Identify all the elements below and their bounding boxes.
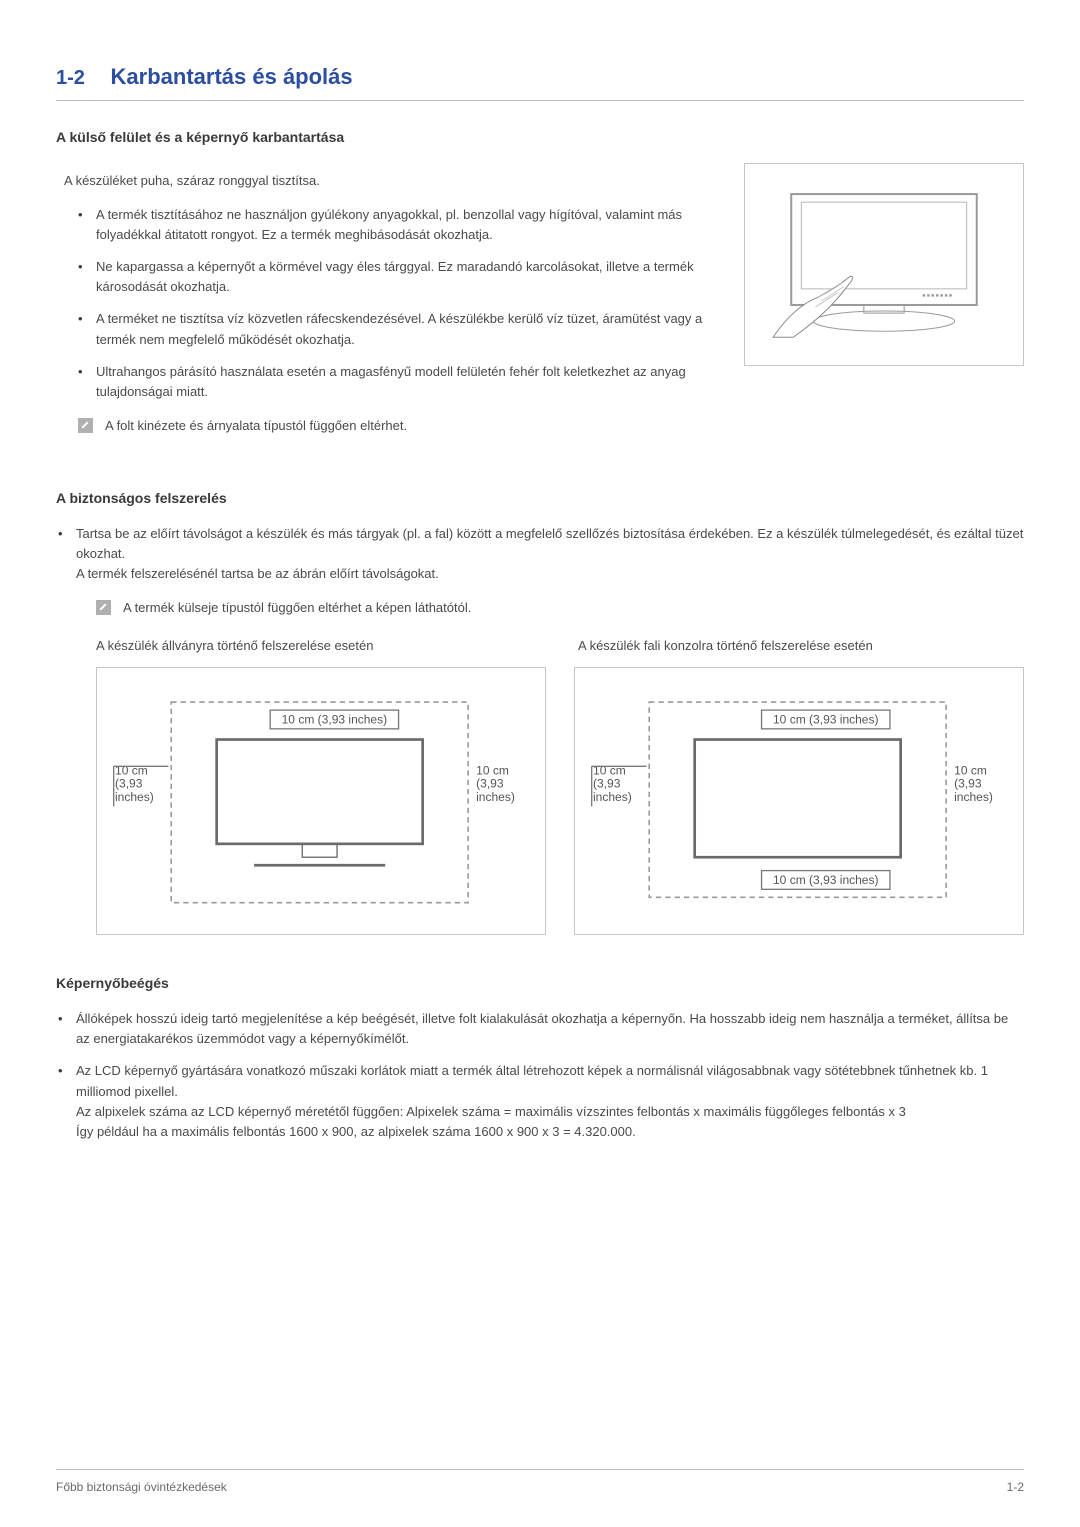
subheading: A biztonságos felszerelés [56,488,1024,510]
list-item: A termék tisztításához ne használjon gyú… [78,205,714,245]
svg-text:(3,93: (3,93 [954,776,982,790]
svg-text:(3,93: (3,93 [115,776,143,790]
caption-stand: A készülék állványra történő felszerelés… [96,636,542,656]
footer-right: 1-2 [1007,1478,1024,1497]
section-number: 1-2 [56,67,85,89]
maintenance-text-column: A készüléket puha, száraz ronggyal tiszt… [56,163,714,450]
svg-text:inches): inches) [476,790,515,804]
note-text: A termék külseje típustól függően eltérh… [123,598,471,618]
svg-text:inches): inches) [954,790,993,804]
burnin-section: Képernyőbeégés Állóképek hosszú ideig ta… [56,973,1024,1142]
caption-wall: A készülék fali konzolra történő felszer… [578,636,1024,656]
para-line: Az LCD képernyő gyártására vonatkozó műs… [76,1063,988,1098]
svg-text:inches): inches) [593,790,632,804]
diagram-captions: A készülék állványra történő felszerelés… [96,636,1024,656]
list-item: Az LCD képernyő gyártására vonatkozó műs… [58,1061,1024,1142]
section-header: 1-2 Karbantartás és ápolás [56,60,1024,101]
note-icon [78,418,93,433]
subheading: Képernyőbeégés [56,973,1024,995]
section-title: Karbantartás és ápolás [111,64,353,89]
list-item: Tartsa be az előírt távolságot a készülé… [58,524,1024,584]
cleaning-illustration: ■ ■ ■ ■ ■ ■ ■ [744,163,1024,450]
note-row: A termék külseje típustól függően eltérh… [96,598,1024,618]
svg-text:inches): inches) [115,790,154,804]
bullet-line1: Tartsa be az előírt távolságot a készülé… [76,526,1023,561]
list-item: A terméket ne tisztítsa víz közvetlen rá… [78,309,714,349]
svg-text:10 cm: 10 cm [115,763,148,777]
svg-text:10 cm: 10 cm [593,763,626,777]
svg-text:10 cm: 10 cm [476,763,509,777]
note-text: A folt kinézete és árnyalata típustól fü… [105,416,407,436]
diagram-stand: 10 cm (3,93 inches) 10 cm (3,93 inches) … [96,667,546,936]
intro-text: A készüléket puha, száraz ronggyal tiszt… [64,171,714,191]
note-row: A folt kinézete és árnyalata típustól fü… [78,416,714,436]
list-item: Állóképek hosszú ideig tartó megjeleníté… [58,1009,1024,1049]
maintenance-section: A külső felület és a képernyő karbantart… [56,127,1024,450]
list-item: Ne kapargassa a képernyőt a körmével vag… [78,257,714,297]
diagram-label: 10 cm (3,93 inches) [773,712,879,726]
maintenance-bullets: A termék tisztításához ne használjon gyú… [78,205,714,402]
svg-text:10 cm: 10 cm [954,763,987,777]
svg-text:(3,93: (3,93 [476,776,504,790]
bullet-line2: A termék felszerelésénél tartsa be az áb… [76,566,439,581]
page-footer: Főbb biztonsági óvintézkedések 1-2 [56,1469,1024,1497]
subheading: A külső felület és a képernyő karbantart… [56,127,1024,149]
para-line: Az alpixelek száma az LCD képernyő méret… [76,1104,906,1119]
clearance-diagrams: 10 cm (3,93 inches) 10 cm (3,93 inches) … [96,667,1024,936]
para-line: Így például ha a maximális felbontás 160… [76,1124,636,1139]
svg-text:■ ■ ■ ■ ■ ■ ■: ■ ■ ■ ■ ■ ■ ■ [922,293,952,299]
installation-section: A biztonságos felszerelés Tartsa be az e… [56,488,1024,935]
svg-text:(3,93: (3,93 [593,776,621,790]
diagram-wall: 10 cm (3,93 inches) 10 cm (3,93 inches) … [574,667,1024,936]
diagram-label: 10 cm (3,93 inches) [282,712,388,726]
diagram-label: 10 cm (3,93 inches) [773,873,879,887]
footer-left: Főbb biztonsági óvintézkedések [56,1478,227,1497]
list-item: Ultrahangos párásító használata esetén a… [78,362,714,402]
note-icon [96,600,111,615]
